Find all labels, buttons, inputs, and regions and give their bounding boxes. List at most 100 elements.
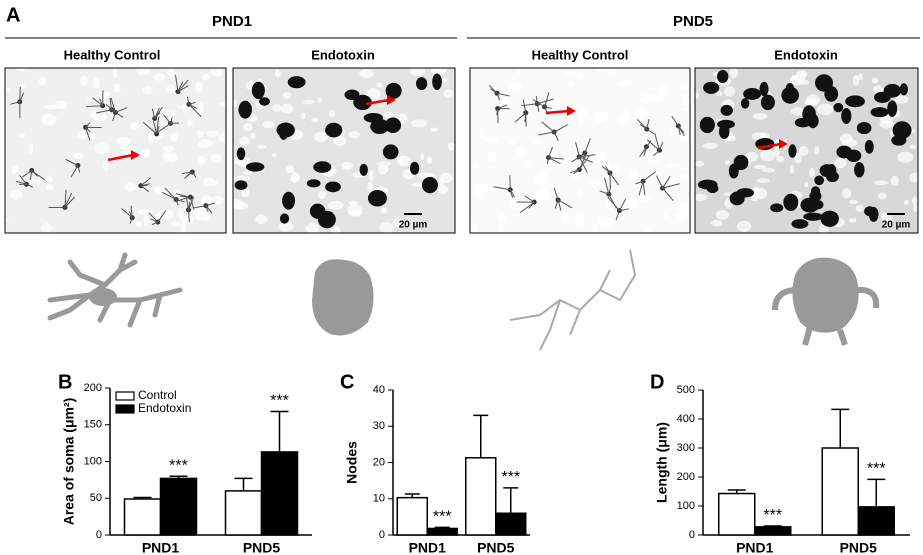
process — [544, 106, 552, 109]
texture — [874, 180, 889, 185]
error-bar — [831, 408, 850, 448]
error-bar — [434, 526, 450, 529]
texture — [367, 181, 374, 193]
y-tick-label: 40 — [373, 384, 385, 396]
process — [496, 93, 501, 101]
texture — [310, 117, 320, 123]
bar — [426, 527, 458, 536]
cell — [367, 190, 387, 207]
texture — [566, 114, 576, 121]
cell — [276, 122, 295, 138]
process — [109, 97, 113, 110]
process — [181, 171, 193, 175]
texture — [262, 121, 275, 129]
texture — [799, 79, 810, 85]
legend-swatch — [115, 404, 135, 414]
process — [608, 185, 612, 195]
texture — [341, 161, 354, 170]
process — [86, 105, 103, 108]
texture — [162, 145, 175, 152]
cell — [382, 144, 399, 160]
condition-title: Healthy Control — [64, 47, 161, 62]
x-tick-label: PND5 — [840, 540, 878, 555]
texture — [506, 81, 523, 93]
texture — [573, 214, 586, 226]
y-tick-label: 0 — [379, 529, 385, 541]
process — [548, 146, 553, 158]
texture — [103, 160, 109, 172]
y-tick-label: 20 — [373, 456, 385, 468]
texture — [256, 144, 267, 150]
texture — [514, 145, 528, 157]
texture — [233, 202, 249, 210]
texture — [280, 103, 294, 114]
texture — [112, 67, 118, 80]
cell — [325, 122, 343, 138]
texture — [40, 113, 57, 126]
scale-bar-label: 20 µm — [399, 220, 428, 231]
texture — [191, 108, 205, 117]
process — [619, 208, 630, 212]
cell — [760, 94, 775, 111]
process — [185, 197, 190, 210]
cell — [733, 154, 749, 171]
cell-drawing — [312, 259, 374, 336]
texture — [143, 214, 148, 226]
texture — [638, 194, 652, 204]
process — [577, 152, 586, 161]
texture — [241, 187, 250, 198]
texture — [724, 159, 730, 166]
texture — [420, 153, 425, 161]
significance-label: *** — [270, 393, 289, 410]
process — [191, 171, 197, 178]
texture — [576, 73, 582, 81]
texture — [806, 94, 820, 106]
significance-label: *** — [433, 509, 452, 526]
x-tick-label: PND1 — [142, 540, 180, 555]
process — [514, 112, 527, 123]
texture — [248, 80, 254, 89]
texture — [92, 77, 100, 89]
process — [70, 165, 79, 178]
texture — [329, 109, 336, 118]
texture — [317, 190, 327, 199]
bar — [718, 492, 756, 536]
process — [154, 107, 160, 119]
texture — [598, 216, 613, 228]
process — [193, 205, 206, 209]
y-tick-label: 500 — [677, 384, 695, 396]
texture — [72, 152, 85, 159]
cell-drawing — [47, 252, 183, 328]
texture — [590, 163, 595, 169]
process — [488, 84, 498, 94]
condition-title: Healthy Control — [532, 47, 629, 62]
process — [646, 140, 652, 148]
texture — [478, 194, 485, 201]
process — [188, 209, 190, 223]
bar-chart: D Length (μm) 0 100 200 300 400 500 PND1 *** PND5 *… — [650, 371, 910, 555]
cell — [236, 147, 246, 161]
group-title: PND5 — [673, 13, 713, 30]
process — [656, 175, 664, 189]
cell — [791, 219, 809, 229]
texture — [497, 213, 507, 223]
arrow-head — [779, 139, 788, 149]
x-tick-label: PND5 — [243, 540, 281, 555]
texture — [10, 190, 23, 200]
texture — [317, 97, 322, 104]
panel-label: D — [650, 371, 664, 393]
cell — [809, 190, 822, 202]
texture — [776, 155, 785, 163]
texture — [534, 189, 550, 201]
texture — [26, 179, 42, 184]
texture — [301, 112, 306, 120]
micrograph-frame — [232, 67, 456, 234]
bar — [754, 526, 792, 536]
texture — [327, 200, 344, 210]
texture — [392, 218, 404, 228]
texture — [909, 172, 921, 183]
process — [129, 211, 133, 218]
process — [149, 218, 158, 223]
process — [151, 221, 158, 225]
